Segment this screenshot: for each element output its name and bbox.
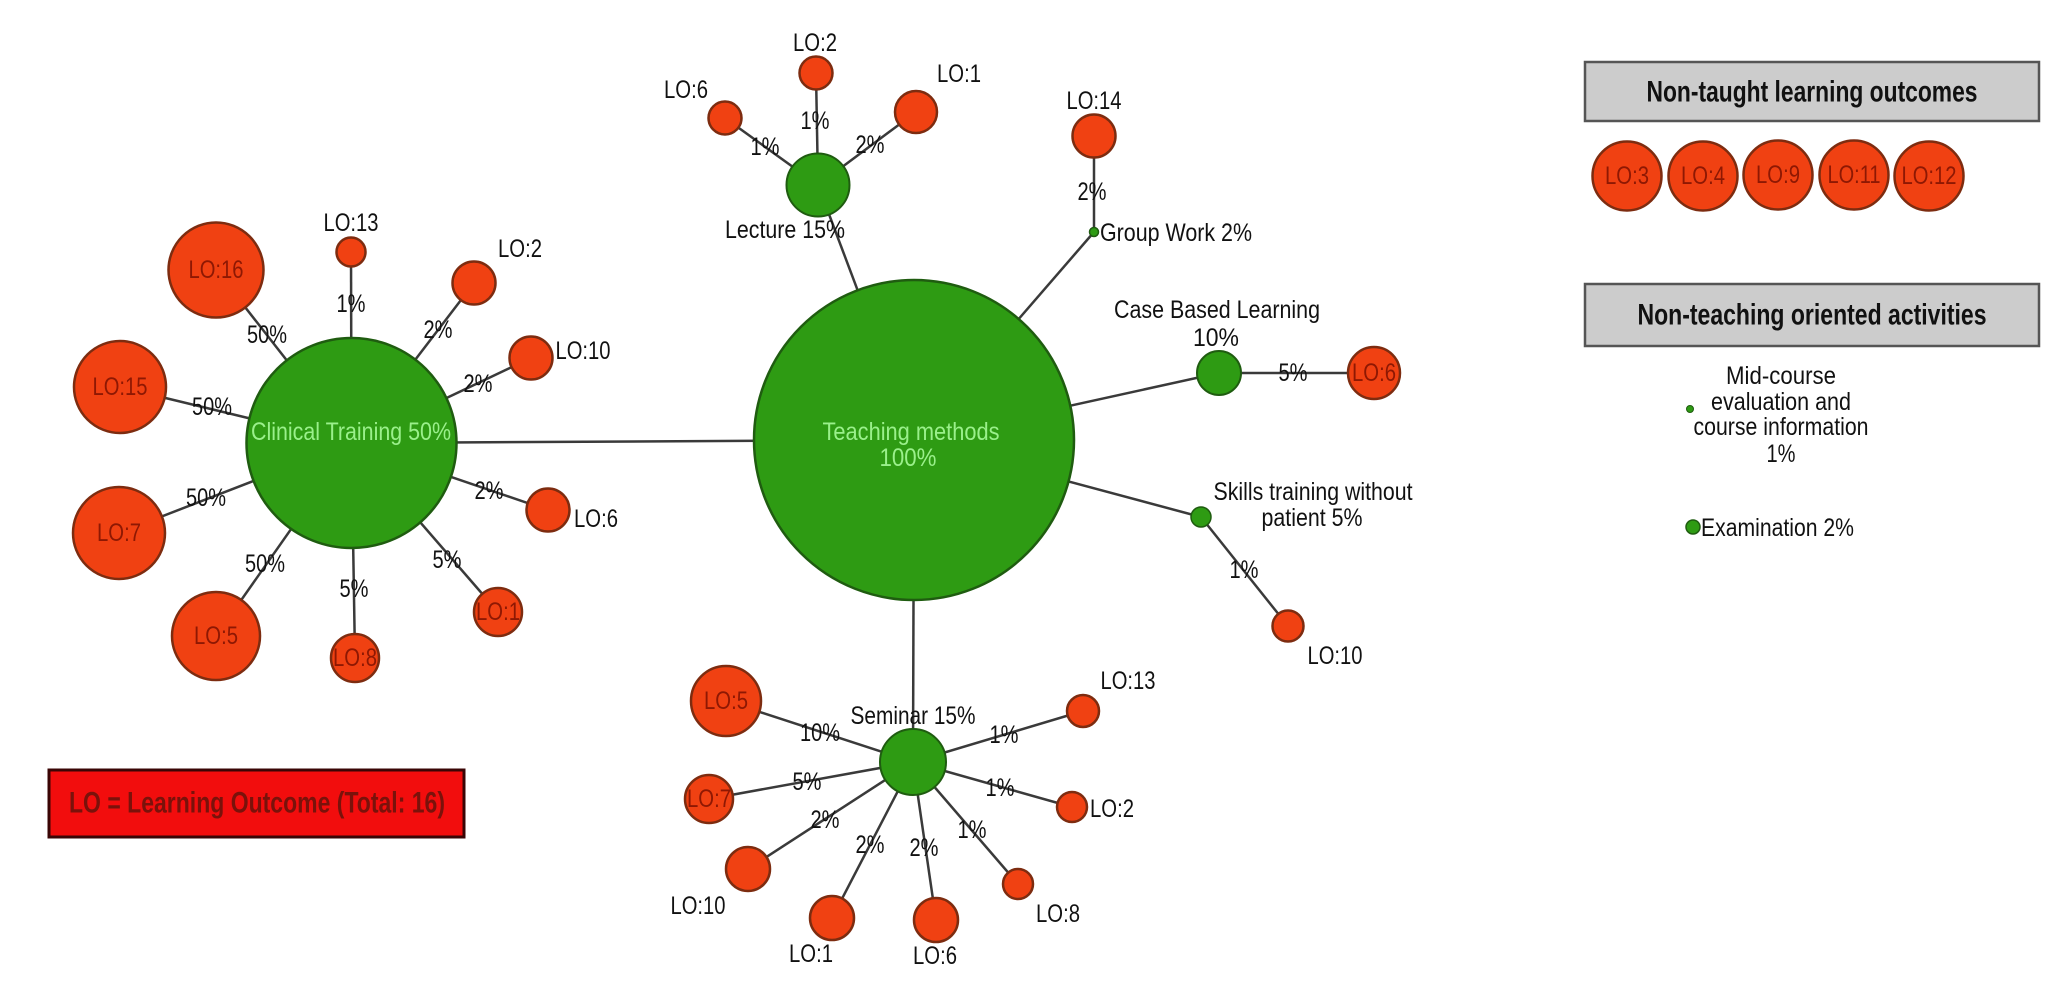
svg-text:LO:6: LO:6 <box>1352 359 1396 387</box>
svg-text:LO:6: LO:6 <box>664 76 708 104</box>
svg-text:2%: 2% <box>1078 178 1107 206</box>
svg-text:Case Based Learning: Case Based Learning <box>1114 296 1320 324</box>
svg-text:2%: 2% <box>856 831 885 859</box>
svg-text:LO:2: LO:2 <box>498 235 542 263</box>
svg-text:1%: 1% <box>1230 556 1259 584</box>
svg-text:1%: 1% <box>751 133 780 161</box>
svg-text:LO:10: LO:10 <box>1308 642 1363 670</box>
svg-text:5%: 5% <box>793 768 822 796</box>
svg-text:50%: 50% <box>192 393 232 421</box>
svg-text:Seminar 15%: Seminar 15% <box>851 702 976 730</box>
svg-text:2%: 2% <box>910 834 939 862</box>
svg-text:LO:8: LO:8 <box>1036 900 1080 928</box>
svg-text:LO:7: LO:7 <box>687 785 731 813</box>
svg-text:LO:2: LO:2 <box>1090 795 1134 823</box>
svg-text:Examination 2%: Examination 2% <box>1701 514 1854 542</box>
svg-text:LO:14: LO:14 <box>1067 87 1122 115</box>
svg-text:LO:13: LO:13 <box>324 209 379 237</box>
svg-text:1%: 1% <box>990 721 1019 749</box>
svg-text:LO:8: LO:8 <box>333 644 377 672</box>
svg-text:5%: 5% <box>340 575 369 603</box>
svg-text:LO:1: LO:1 <box>476 598 520 626</box>
svg-text:Teaching methods: Teaching methods <box>823 418 1000 446</box>
svg-text:evaluation and: evaluation and <box>1711 388 1851 416</box>
svg-text:10%: 10% <box>800 719 840 747</box>
svg-text:100%: 100% <box>880 444 937 472</box>
svg-text:1%: 1% <box>1767 440 1796 468</box>
svg-text:1%: 1% <box>801 107 830 135</box>
svg-text:LO:2: LO:2 <box>793 29 837 57</box>
svg-text:Skills training without: Skills training without <box>1214 478 1413 506</box>
svg-text:5%: 5% <box>1279 359 1308 387</box>
svg-text:10%: 10% <box>1193 324 1239 352</box>
svg-text:1%: 1% <box>958 816 987 844</box>
svg-text:2%: 2% <box>811 806 840 834</box>
svg-text:LO = Learning Outcome (Total:: LO = Learning Outcome (Total: 16) <box>69 787 445 820</box>
svg-text:Non-teaching oriented activiti: Non-teaching oriented activities <box>1638 299 1987 332</box>
svg-text:2%: 2% <box>475 477 504 505</box>
svg-text:Lecture 15%: Lecture 15% <box>725 216 845 244</box>
svg-text:Mid-course: Mid-course <box>1726 362 1836 390</box>
svg-text:patient 5%: patient 5% <box>1262 504 1363 532</box>
svg-text:LO:4: LO:4 <box>1681 162 1725 190</box>
svg-text:Non-taught learning outcomes: Non-taught learning outcomes <box>1647 76 1978 109</box>
svg-text:50%: 50% <box>245 550 285 578</box>
svg-text:Group Work 2%: Group Work 2% <box>1100 219 1252 247</box>
svg-text:LO:7: LO:7 <box>97 519 141 547</box>
svg-text:LO:16: LO:16 <box>189 256 244 284</box>
svg-text:course information: course information <box>1694 413 1869 441</box>
svg-text:2%: 2% <box>424 316 453 344</box>
svg-text:LO:5: LO:5 <box>194 622 238 650</box>
svg-text:2%: 2% <box>464 370 493 398</box>
svg-text:LO:13: LO:13 <box>1101 667 1156 695</box>
svg-text:LO:5: LO:5 <box>704 687 748 715</box>
svg-text:LO:10: LO:10 <box>556 337 611 365</box>
svg-text:LO:6: LO:6 <box>913 942 957 970</box>
svg-text:1%: 1% <box>986 774 1015 802</box>
svg-text:2%: 2% <box>856 131 885 159</box>
svg-text:1%: 1% <box>337 290 366 318</box>
svg-text:LO:15: LO:15 <box>93 373 148 401</box>
svg-text:LO:1: LO:1 <box>937 60 981 88</box>
svg-text:LO:3: LO:3 <box>1605 162 1649 190</box>
svg-text:LO:9: LO:9 <box>1756 161 1800 189</box>
svg-text:LO:12: LO:12 <box>1902 162 1957 190</box>
svg-text:LO:11: LO:11 <box>1828 161 1881 189</box>
svg-text:LO:6: LO:6 <box>574 505 618 533</box>
svg-text:Clinical Training 50%: Clinical Training 50% <box>251 418 451 446</box>
svg-text:LO:10: LO:10 <box>671 892 726 920</box>
svg-text:LO:1: LO:1 <box>789 940 833 968</box>
svg-text:50%: 50% <box>247 321 287 349</box>
svg-text:50%: 50% <box>186 484 226 512</box>
svg-text:5%: 5% <box>433 546 462 574</box>
